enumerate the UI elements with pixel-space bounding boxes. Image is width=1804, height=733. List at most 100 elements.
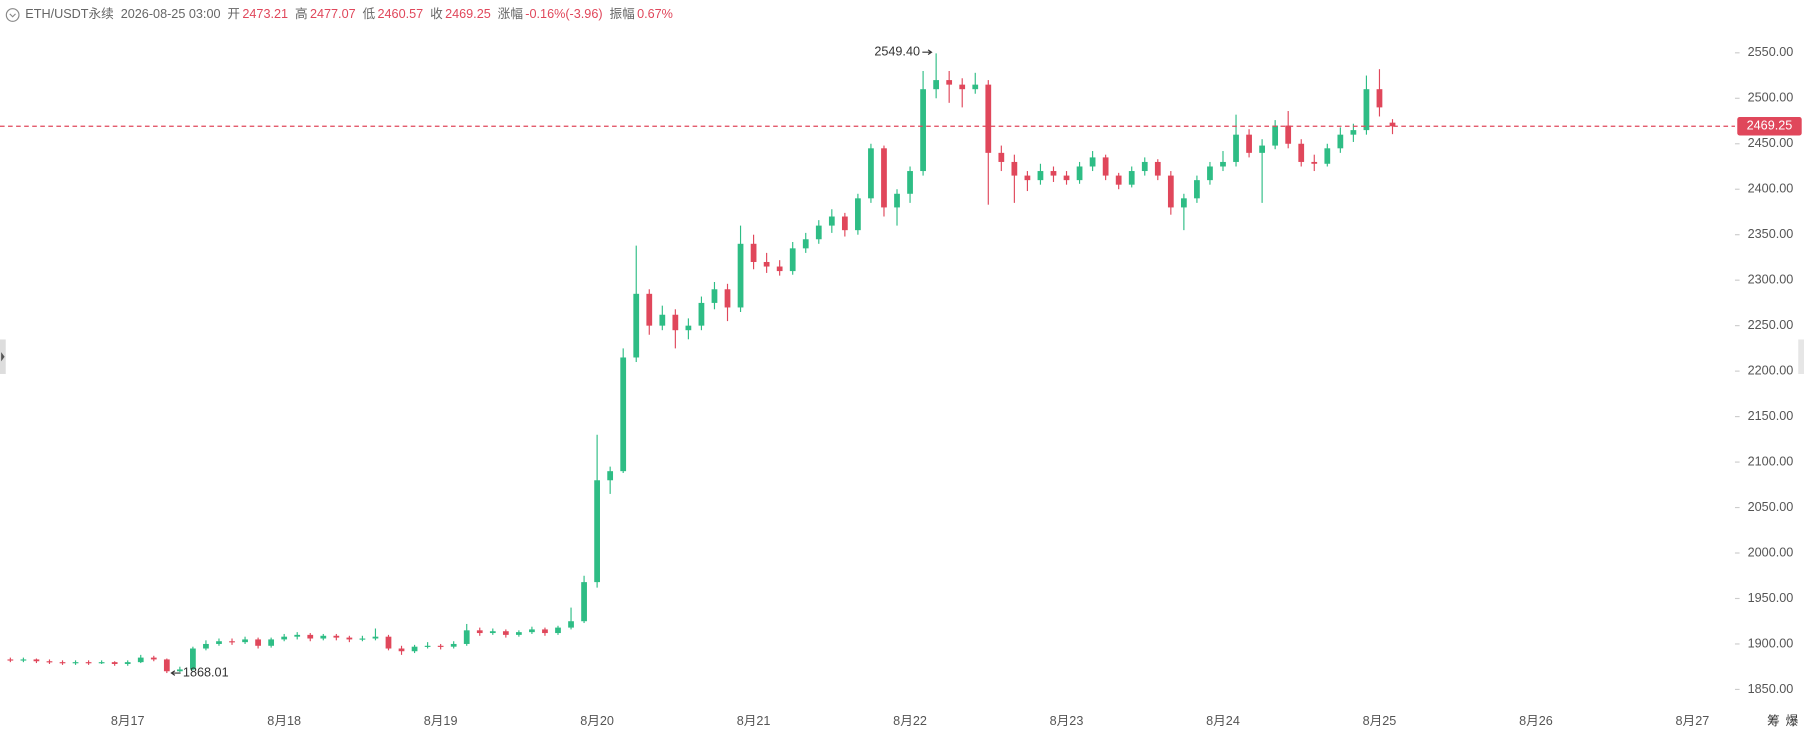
y-tick-label: 2500.00	[1748, 91, 1794, 105]
candle-body	[242, 639, 248, 643]
candle-body	[1128, 171, 1135, 185]
candle-body	[46, 661, 53, 663]
candle-body	[1324, 148, 1331, 164]
high-label: 2549.40	[874, 45, 920, 59]
candle-body	[190, 648, 196, 670]
y-tick-label: 2550.00	[1748, 45, 1794, 59]
x-tick-label: 8月25	[1363, 714, 1397, 728]
candle-body	[555, 627, 561, 634]
candle-body	[959, 84, 966, 90]
candle-body	[815, 225, 822, 240]
candle-body	[711, 289, 718, 303]
field-label: 收	[430, 7, 443, 21]
candle-body	[124, 662, 131, 664]
field-label: 涨幅	[498, 7, 524, 21]
candle-body	[216, 641, 222, 644]
field-value: 2460.57	[378, 7, 424, 21]
candle-body	[698, 302, 705, 326]
candle-body	[59, 662, 66, 664]
high-arrow	[922, 49, 933, 55]
y-tick-label: 1950.00	[1748, 591, 1794, 605]
candle-body	[581, 582, 587, 622]
candle-body	[385, 636, 392, 649]
candle-body	[607, 471, 614, 481]
field-label: 高	[295, 6, 308, 21]
candle-body	[437, 645, 444, 647]
header: ETH/USDT永续 2026-08-25 03:00 开 2473.21 高 2477.…	[25, 6, 673, 21]
candle-body	[894, 193, 900, 208]
candle-body	[1154, 161, 1161, 176]
candle-body	[320, 635, 327, 639]
candle-body	[372, 636, 379, 639]
y-tick-label: 2300.00	[1748, 273, 1794, 287]
field-label: 开	[227, 7, 240, 21]
candle-body	[1037, 171, 1044, 181]
candle-body	[1272, 125, 1279, 146]
candle-body	[542, 629, 548, 634]
candle-body	[294, 634, 301, 637]
candle-body	[868, 148, 874, 199]
candle-body	[855, 198, 861, 231]
low-label: 1868.01	[183, 665, 229, 679]
x-tick-label: 8月17	[111, 714, 145, 728]
x-tick-label: 8月22	[893, 714, 927, 728]
candle-body	[685, 325, 692, 331]
candle-body	[672, 314, 679, 331]
candle-body	[1246, 134, 1252, 153]
candle-body	[1167, 175, 1174, 208]
symbol: ETH/USDT永续	[25, 7, 114, 21]
candle-body	[1207, 166, 1213, 181]
side-button[interactable]: 筹	[1767, 713, 1780, 728]
y-tick-label: 2150.00	[1748, 409, 1794, 423]
candle-body	[972, 84, 979, 90]
candle-body	[176, 669, 183, 672]
x-tick-label: 8月19	[424, 714, 458, 728]
candle-body	[111, 662, 118, 664]
x-tick-label: 8月27	[1676, 714, 1710, 728]
field-value: 0.67%	[637, 7, 673, 21]
candle-body	[359, 638, 366, 640]
field-value: -0.16%(-3.96)	[525, 7, 602, 21]
candle-body	[789, 248, 796, 272]
candle-body	[828, 216, 835, 226]
candle-body	[763, 261, 770, 267]
candle-body	[85, 662, 92, 664]
candle-body	[724, 289, 731, 308]
candle-body	[33, 659, 40, 662]
candle-body	[1141, 161, 1148, 172]
x-tick-label: 8月24	[1206, 714, 1240, 728]
x-tick-label: 8月21	[737, 714, 771, 728]
candle-body	[933, 80, 940, 90]
collapse-icon[interactable]	[5, 8, 20, 22]
candle-body	[1115, 175, 1122, 185]
y-tick-label: 2450.00	[1748, 136, 1794, 150]
candle-body	[1220, 161, 1226, 167]
candle-body	[255, 639, 261, 646]
candle-body	[776, 266, 783, 272]
right-toggle[interactable]	[1798, 339, 1804, 374]
candle-body	[737, 243, 744, 308]
x-tick-label: 8月23	[1050, 714, 1084, 728]
candle-body	[229, 641, 235, 643]
side-button[interactable]: 爆	[1786, 714, 1799, 728]
last-price-label: 2469.25	[1747, 119, 1793, 133]
y-tick-label: 2050.00	[1748, 500, 1794, 514]
candle-body	[750, 243, 757, 262]
candle-body	[1076, 166, 1083, 181]
field-value: 2469.25	[445, 7, 491, 21]
candle-body	[802, 239, 809, 249]
field-label: 振幅	[609, 7, 635, 21]
candle-body	[1089, 157, 1096, 167]
candle-body	[1311, 161, 1318, 164]
last-price-tag	[1737, 117, 1802, 136]
candle-body	[620, 357, 627, 472]
candle-body	[1102, 157, 1109, 176]
candle-body	[985, 84, 992, 153]
candle-body	[516, 632, 522, 635]
time: 2026-08-25 03:00	[121, 7, 221, 21]
field-label: 低	[363, 7, 376, 21]
candle-body	[907, 171, 913, 194]
left-toggle-arrow	[1, 352, 5, 362]
